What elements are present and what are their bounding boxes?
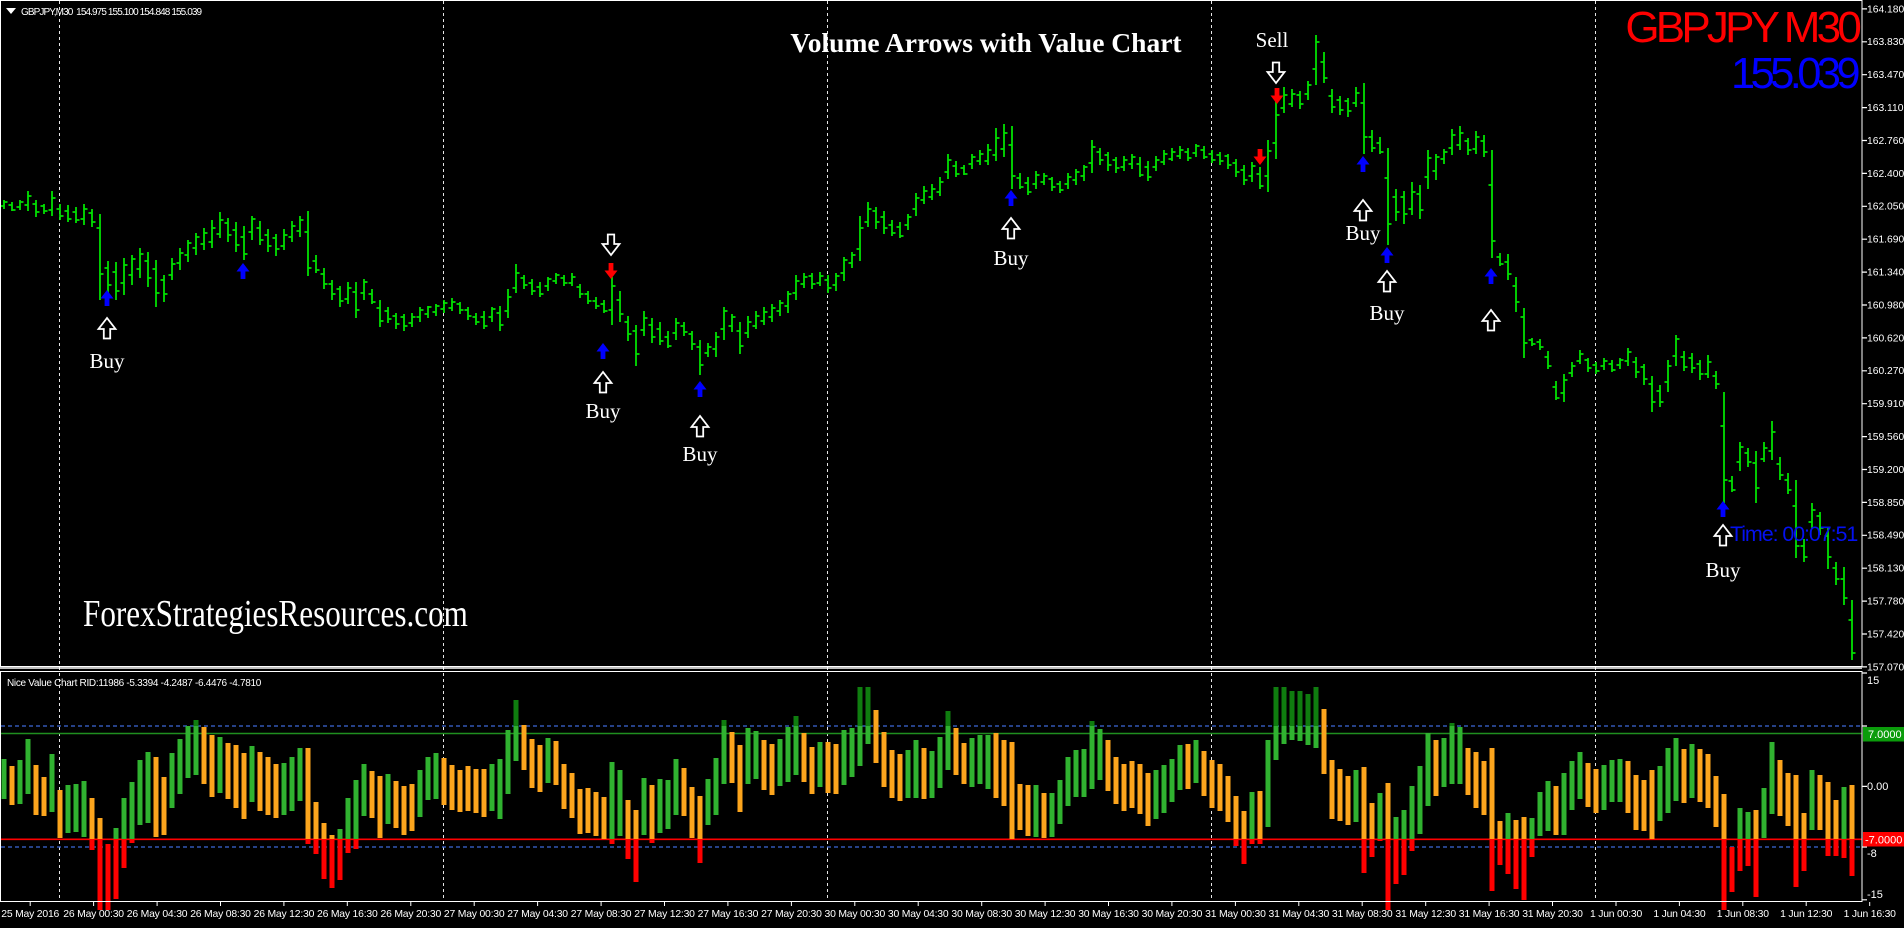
svg-text:159.200: 159.200 <box>1867 465 1904 476</box>
svg-text:27 May 04:30: 27 May 04:30 <box>507 909 568 920</box>
svg-text:15: 15 <box>1867 675 1879 687</box>
svg-text:GBPJPY,M30 154.975 155.100 15: GBPJPY,M30 154.975 155.100 154.848 155.0… <box>21 7 203 18</box>
svg-text:1 Jun 08:30: 1 Jun 08:30 <box>1717 909 1770 920</box>
svg-text:30 May 16:30: 30 May 16:30 <box>1078 909 1139 920</box>
svg-text:1 Jun 04:30: 1 Jun 04:30 <box>1653 909 1706 920</box>
svg-text:30 May 08:30: 30 May 08:30 <box>951 909 1012 920</box>
svg-text:Buy: Buy <box>993 246 1029 270</box>
svg-text:-7.0000: -7.0000 <box>1865 835 1902 847</box>
svg-text:162.050: 162.050 <box>1867 202 1904 213</box>
svg-text:157.070: 157.070 <box>1867 662 1904 673</box>
svg-text:162.400: 162.400 <box>1867 169 1904 180</box>
svg-text:25 May 2016: 25 May 2016 <box>1 909 59 920</box>
svg-text:-8: -8 <box>1867 848 1877 860</box>
svg-text:ForexStrategiesResources.com: ForexStrategiesResources.com <box>83 592 468 635</box>
svg-text:160.270: 160.270 <box>1867 366 1904 377</box>
svg-text:Time: 00:07:51: Time: 00:07:51 <box>1730 522 1857 546</box>
svg-text:26 May 00:30: 26 May 00:30 <box>63 909 124 920</box>
svg-text:30 May 00:30: 30 May 00:30 <box>825 909 886 920</box>
svg-text:Buy: Buy <box>1705 558 1741 582</box>
svg-text:Volume Arrows with Value Chart: Volume Arrows with Value Chart <box>790 27 1182 58</box>
svg-text:161.340: 161.340 <box>1867 268 1904 279</box>
svg-text:31 May 04:30: 31 May 04:30 <box>1269 909 1330 920</box>
svg-text:159.910: 159.910 <box>1867 399 1904 410</box>
svg-text:26 May 04:30: 26 May 04:30 <box>127 909 188 920</box>
svg-text:Buy: Buy <box>682 442 718 466</box>
svg-text:157.420: 157.420 <box>1867 629 1904 640</box>
svg-text:155.039: 155.039 <box>1731 50 1859 98</box>
svg-text:1 Jun 00:30: 1 Jun 00:30 <box>1590 909 1643 920</box>
svg-text:162.760: 162.760 <box>1867 136 1904 147</box>
svg-text:163.470: 163.470 <box>1867 70 1904 81</box>
svg-text:26 May 08:30: 26 May 08:30 <box>190 909 251 920</box>
svg-text:Buy: Buy <box>1345 221 1381 245</box>
svg-text:158.490: 158.490 <box>1867 531 1904 542</box>
svg-text:Nice Value Chart RID:11986 -5.: Nice Value Chart RID:11986 -5.3394 -4.24… <box>7 678 262 689</box>
svg-text:1 Jun 16:30: 1 Jun 16:30 <box>1844 909 1897 920</box>
svg-text:164.180: 164.180 <box>1867 4 1904 15</box>
svg-text:1 Jun 12:30: 1 Jun 12:30 <box>1780 909 1833 920</box>
svg-text:27 May 12:30: 27 May 12:30 <box>634 909 695 920</box>
svg-text:31 May 16:30: 31 May 16:30 <box>1459 909 1520 920</box>
svg-text:157.780: 157.780 <box>1867 597 1904 608</box>
svg-text:27 May 08:30: 27 May 08:30 <box>571 909 632 920</box>
svg-text:30 May 20:30: 30 May 20:30 <box>1142 909 1203 920</box>
svg-text:Buy: Buy <box>89 349 125 373</box>
svg-text:161.690: 161.690 <box>1867 235 1904 246</box>
svg-text:26 May 20:30: 26 May 20:30 <box>381 909 442 920</box>
svg-text:0.00: 0.00 <box>1867 781 1888 793</box>
svg-text:GBPJPY M30: GBPJPY M30 <box>1625 3 1860 52</box>
svg-text:27 May 00:30: 27 May 00:30 <box>444 909 505 920</box>
svg-text:160.620: 160.620 <box>1867 333 1904 344</box>
svg-text:27 May 20:30: 27 May 20:30 <box>761 909 822 920</box>
svg-text:26 May 12:30: 26 May 12:30 <box>254 909 315 920</box>
svg-text:30 May 12:30: 30 May 12:30 <box>1015 909 1076 920</box>
svg-text:-15: -15 <box>1867 889 1883 901</box>
svg-text:163.110: 163.110 <box>1867 103 1904 114</box>
svg-text:31 May 00:30: 31 May 00:30 <box>1205 909 1266 920</box>
svg-text:158.130: 158.130 <box>1867 564 1904 575</box>
svg-text:26 May 16:30: 26 May 16:30 <box>317 909 378 920</box>
svg-text:Sell: Sell <box>1256 28 1289 52</box>
svg-text:163.830: 163.830 <box>1867 37 1904 48</box>
svg-text:30 May 04:30: 30 May 04:30 <box>888 909 949 920</box>
svg-text:27 May 16:30: 27 May 16:30 <box>698 909 759 920</box>
svg-text:31 May 12:30: 31 May 12:30 <box>1395 909 1456 920</box>
svg-text:7.0000: 7.0000 <box>1868 729 1902 741</box>
svg-text:Buy: Buy <box>1369 301 1405 325</box>
svg-text:158.850: 158.850 <box>1867 498 1904 509</box>
svg-text:31 May 08:30: 31 May 08:30 <box>1332 909 1393 920</box>
svg-text:Buy: Buy <box>585 399 621 423</box>
svg-text:31 May 20:30: 31 May 20:30 <box>1522 909 1583 920</box>
svg-text:160.980: 160.980 <box>1867 300 1904 311</box>
svg-text:159.560: 159.560 <box>1867 432 1904 443</box>
